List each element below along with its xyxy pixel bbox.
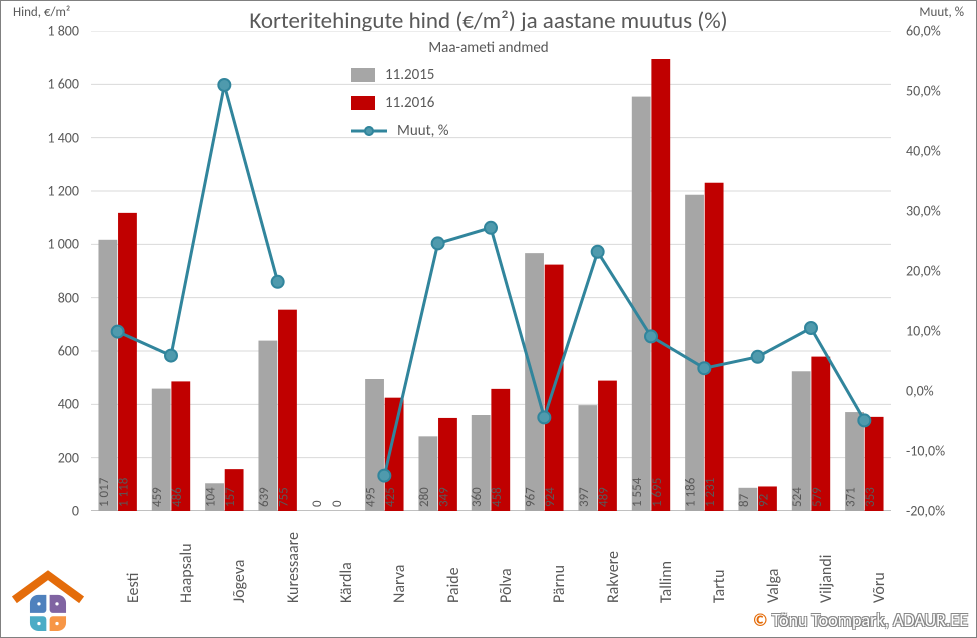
- svg-text:1 017: 1 017: [97, 477, 112, 507]
- svg-text:639: 639: [257, 487, 272, 507]
- svg-text:579: 579: [810, 487, 825, 507]
- svg-text:360: 360: [470, 487, 485, 507]
- y-right-tick: 50,0%: [900, 83, 976, 100]
- x-axis-label: Võru: [870, 572, 889, 603]
- x-axis-label: Valga: [764, 569, 783, 603]
- y-right-tick: -20,0%: [900, 503, 976, 520]
- x-axis-label: Paide: [444, 567, 463, 603]
- legend-item-2015: 11.2015: [351, 61, 448, 89]
- svg-text:353: 353: [863, 487, 878, 507]
- x-axis-label: Viljandi: [817, 555, 836, 603]
- y-left-tick: 0: [1, 503, 85, 520]
- svg-text:495: 495: [364, 487, 379, 507]
- svg-text:967: 967: [524, 487, 539, 507]
- y-left-tick: 1 800: [1, 23, 85, 40]
- y-left-tick: 1 600: [1, 76, 85, 93]
- svg-text:157: 157: [223, 487, 238, 507]
- chart-container: Hind, €/m² Muut, % Korteritehingute hind…: [0, 0, 977, 638]
- legend-item-2016: 11.2016: [351, 89, 448, 117]
- logo-icon: [7, 567, 89, 631]
- y-left-ticks: 02004006008001 0001 2001 4001 6001 800: [1, 31, 85, 511]
- svg-text:349: 349: [436, 487, 451, 507]
- svg-text:397: 397: [577, 487, 592, 507]
- x-axis-label: Tallinn: [657, 561, 676, 603]
- svg-text:1 186: 1 186: [684, 477, 699, 507]
- svg-text:486: 486: [170, 487, 185, 507]
- svg-text:1 554: 1 554: [630, 477, 645, 507]
- y-left-tick: 200: [1, 449, 85, 466]
- x-axis-label: Kärdla: [337, 562, 356, 603]
- legend-swatch-2016: [351, 96, 375, 110]
- x-axis-label: Rakvere: [604, 551, 623, 603]
- svg-text:459: 459: [150, 487, 165, 507]
- legend-label-muut: Muut, %: [397, 122, 448, 140]
- svg-text:458: 458: [490, 487, 505, 507]
- credit-text: ©Tõnu Toompark, ADAUR.EE: [753, 609, 968, 631]
- svg-text:371: 371: [844, 487, 859, 507]
- svg-text:1 231: 1 231: [703, 478, 718, 507]
- x-axis-label: Eesti: [124, 573, 143, 603]
- y-right-tick: 0,0%: [900, 383, 976, 400]
- y-right-tick: 30,0%: [900, 203, 976, 220]
- svg-text:924: 924: [543, 487, 558, 507]
- plot-area: 1 017 1 118 459 486 104 157 639 755 00 495 425 280 3…: [91, 31, 891, 511]
- credit-label: Tõnu Toompark, ADAUR.EE: [772, 609, 968, 631]
- legend-label-2015: 11.2015: [385, 66, 434, 84]
- y-left-tick: 1 400: [1, 129, 85, 146]
- x-axis-label: Pärnu: [550, 565, 569, 603]
- y-right-tick: 60,0%: [900, 23, 976, 40]
- legend-item-muut: Muut, %: [351, 117, 448, 145]
- legend-label-2016: 11.2016: [385, 94, 434, 112]
- x-axis-label: Jõgeva: [230, 560, 249, 603]
- legend: 11.2015 11.2016 Muut, %: [351, 61, 448, 145]
- svg-text:425: 425: [383, 487, 398, 507]
- legend-line-muut: [351, 124, 387, 138]
- x-axis-label: Narva: [390, 565, 409, 603]
- y-right-tick: 10,0%: [900, 323, 976, 340]
- svg-text:524: 524: [790, 487, 805, 507]
- y-left-tick: 800: [1, 289, 85, 306]
- y-right-ticks: -20,0%-10,0%0,0%10,0%20,0%30,0%40,0%50,0…: [900, 31, 976, 511]
- svg-text:1 118: 1 118: [116, 477, 131, 507]
- svg-text:104: 104: [204, 487, 219, 507]
- svg-text:0: 0: [330, 500, 345, 507]
- svg-text:755: 755: [276, 487, 291, 507]
- y-right-tick: 20,0%: [900, 263, 976, 280]
- svg-text:1 695: 1 695: [650, 478, 665, 507]
- y-left-tick: 1 200: [1, 183, 85, 200]
- y-right-tick: -10,0%: [900, 443, 976, 460]
- x-axis-label: Haapsalu: [177, 543, 196, 603]
- x-axis-label: Tartu: [710, 569, 729, 603]
- svg-text:0: 0: [310, 500, 325, 507]
- y-right-tick: 40,0%: [900, 143, 976, 160]
- svg-text:489: 489: [596, 487, 611, 507]
- svg-text:92: 92: [756, 493, 771, 507]
- x-axis-label: Põlva: [497, 568, 516, 603]
- legend-swatch-2015: [351, 68, 375, 82]
- svg-text:87: 87: [737, 493, 752, 507]
- y-left-tick: 600: [1, 343, 85, 360]
- svg-text:280: 280: [417, 487, 432, 507]
- y-left-tick: 400: [1, 396, 85, 413]
- y-left-tick: 1 000: [1, 236, 85, 253]
- copyright-icon: ©: [753, 609, 768, 631]
- x-axis-label: Kuressaare: [284, 532, 303, 603]
- x-axis-labels: Eesti Haapsalu Jõgeva Kuressaare Kärdla Narva…: [91, 515, 891, 615]
